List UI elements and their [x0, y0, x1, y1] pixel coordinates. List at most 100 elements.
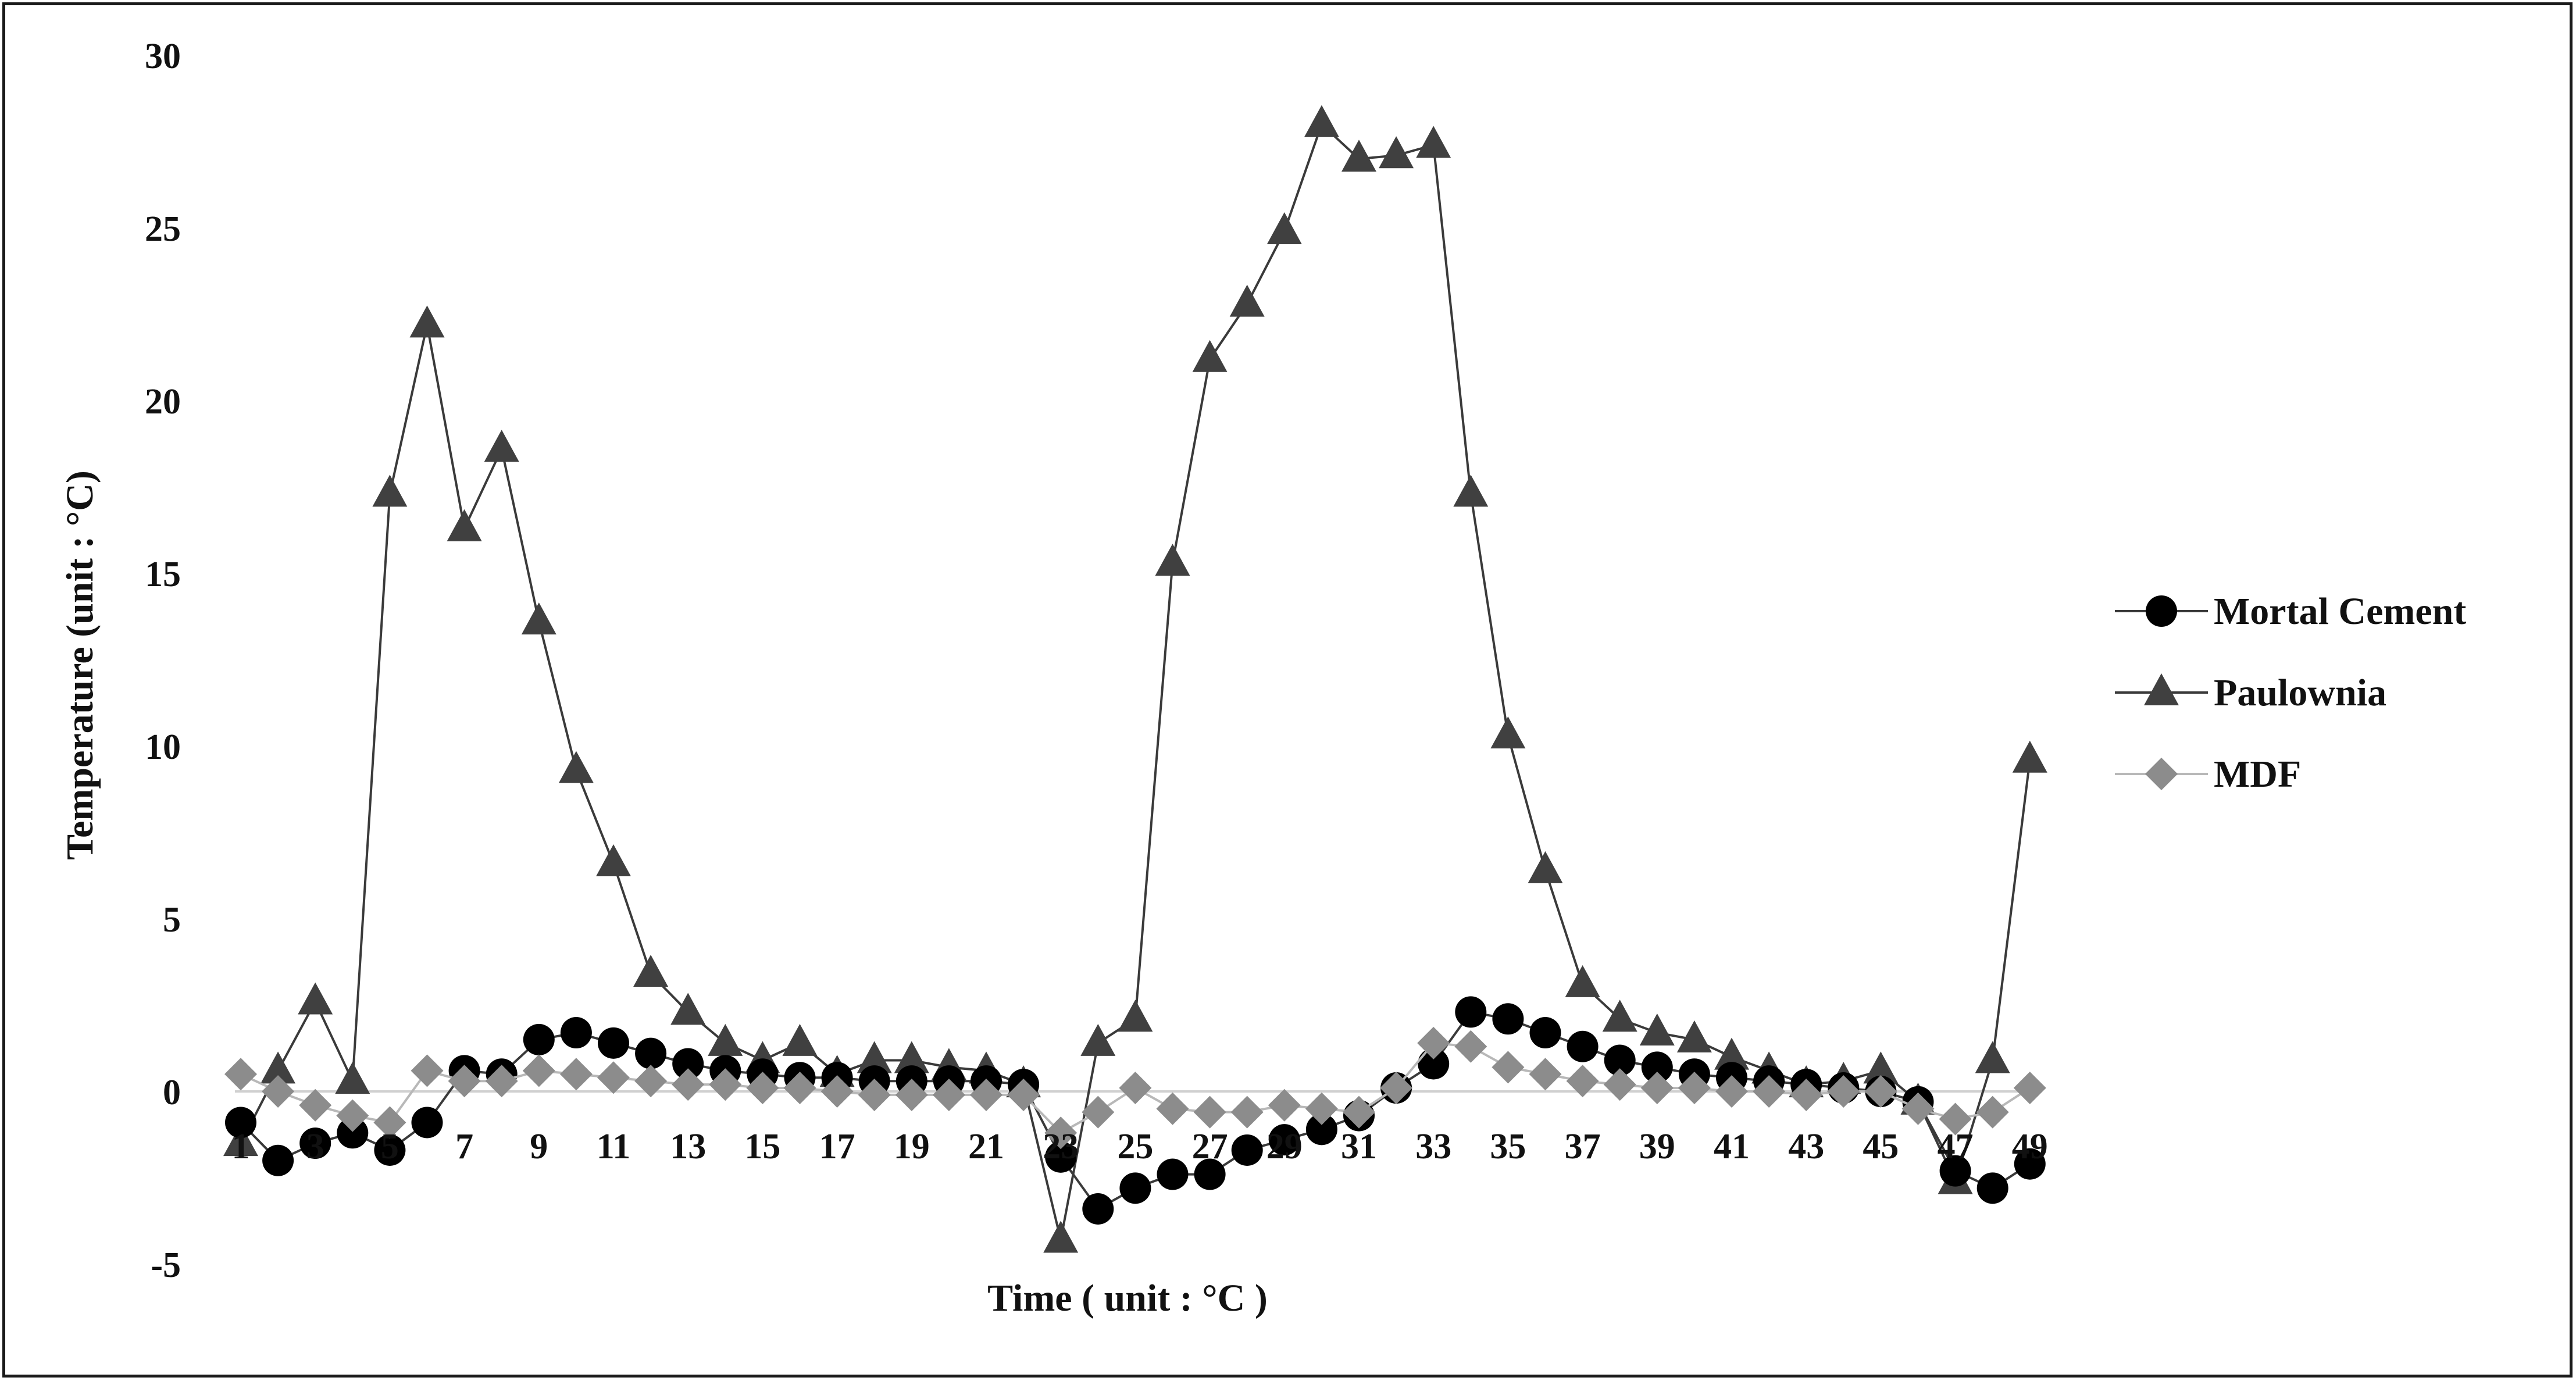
paulownia-point: [1341, 140, 1376, 172]
mdf-point: [746, 1072, 779, 1105]
mdf-point: [1156, 1092, 1189, 1125]
paulownia-point: [1080, 1023, 1116, 1056]
x-tick-label: 21: [968, 1127, 1004, 1166]
x-tick-label: 15: [744, 1127, 780, 1166]
x-tick-label: 1: [232, 1127, 250, 1166]
x-tick-label: 33: [1415, 1127, 1451, 1166]
mortal-cement-point: [411, 1107, 443, 1139]
paulownia-point: [596, 844, 631, 876]
mortal-cement-point: [672, 1048, 704, 1080]
mdf-point: [1901, 1092, 1935, 1125]
mdf-point: [373, 1106, 406, 1139]
mortal-cement-point: [1492, 1003, 1524, 1035]
mdf-point: [1976, 1095, 2009, 1129]
paulownia-point: [1266, 212, 1302, 244]
legend-marker-mdf: [2145, 758, 2178, 790]
mdf-point: [1827, 1075, 1860, 1108]
x-tick-label: 35: [1490, 1127, 1526, 1166]
mortal-cement-point: [1231, 1134, 1263, 1166]
paulownia-point: [1490, 716, 1526, 749]
mdf-point: [1343, 1095, 1375, 1129]
paulownia-point: [670, 993, 706, 1025]
mortal-cement-point: [299, 1127, 331, 1159]
paulownia-point: [1304, 105, 1339, 137]
mortal-cement-point: [374, 1134, 406, 1166]
mortal-cement-point: [1529, 1017, 1561, 1049]
mortal-cement-point: [598, 1027, 629, 1059]
mortal-cement-point: [1641, 1051, 1673, 1083]
mdf-point: [709, 1068, 742, 1101]
mdf-point: [1753, 1075, 1786, 1108]
mortal-cement-point: [1939, 1155, 1971, 1187]
paulownia-point: [1639, 1014, 1675, 1046]
mortal-cement-point: [560, 1017, 592, 1049]
paulownia-point: [558, 751, 594, 783]
mdf-point: [1492, 1051, 1525, 1084]
mortal-cement-point: [523, 1023, 555, 1055]
mdf-point: [783, 1072, 816, 1105]
paulownia-point: [857, 1041, 892, 1073]
mdf-point: [448, 1065, 481, 1098]
mdf-point: [2013, 1072, 2046, 1105]
mdf-point: [1678, 1072, 1711, 1105]
mdf-point: [1380, 1072, 1413, 1105]
paulownia-point: [521, 602, 556, 635]
x-tick-label: 29: [1266, 1127, 1303, 1166]
mortal-cement-point: [337, 1117, 369, 1149]
mortal-cement-point: [635, 1037, 667, 1069]
mdf-point: [1715, 1075, 1748, 1108]
mortal-cement-point: [1045, 1141, 1077, 1173]
paulownia-point: [1676, 1020, 1712, 1052]
mdf-point: [299, 1089, 332, 1122]
y-axis-label: Temperature (unit : °C): [59, 470, 101, 860]
series-layer: [223, 105, 2047, 1253]
mortal-cement-point: [1604, 1044, 1636, 1076]
mdf-point: [1044, 1116, 1078, 1150]
y-tick-label: 25: [145, 209, 181, 249]
mdf-point: [970, 1078, 1002, 1111]
paulownia-point: [298, 982, 333, 1015]
y-tick-label: 10: [145, 727, 181, 767]
paulownia-point: [1192, 340, 1228, 372]
mortal-cement-point: [1418, 1048, 1450, 1080]
paulownia-point: [1975, 1041, 2010, 1073]
mortal-cement-point: [225, 1107, 256, 1139]
mdf-point: [1305, 1092, 1338, 1125]
x-tick-label: 41: [1714, 1127, 1750, 1166]
x-tick-label: 31: [1341, 1127, 1377, 1166]
x-tick-label: 17: [819, 1127, 855, 1166]
mdf-point: [262, 1075, 295, 1108]
mortal-cement-point: [1305, 1114, 1337, 1146]
mdf-point: [895, 1078, 928, 1111]
paulownia-point: [894, 1041, 929, 1073]
legend-label-mortal-cement: Mortal Cement: [2214, 590, 2466, 633]
paulownia-point: [1043, 1221, 1079, 1253]
mortal-cement-point: [1157, 1158, 1189, 1190]
mdf-point: [1603, 1068, 1636, 1101]
x-tick-label: 39: [1639, 1127, 1675, 1166]
paulownia-point: [1565, 965, 1600, 997]
x-tick-label: 47: [1938, 1127, 1974, 1166]
legend: Mortal Cement Paulownia MDF: [2115, 590, 2466, 795]
paulownia-point: [372, 474, 408, 507]
x-tick-label: 43: [1788, 1127, 1824, 1166]
y-tick-label: -5: [151, 1246, 181, 1285]
mdf-point: [1454, 1030, 1487, 1063]
mdf-point: [1119, 1072, 1152, 1105]
paulownia-point: [223, 1124, 258, 1157]
paulownia-point: [2012, 740, 2047, 773]
mdf-point: [559, 1058, 593, 1091]
mdf-point: [224, 1058, 257, 1091]
mortal-cement-point: [1455, 996, 1487, 1028]
mdf-point: [1566, 1065, 1599, 1098]
series-mdf: [224, 1026, 2046, 1150]
legend-label-mdf: MDF: [2214, 753, 2301, 795]
paulownia-point: [261, 1051, 296, 1084]
mdf-point: [932, 1078, 965, 1111]
mdf-point: [1640, 1072, 1674, 1105]
x-tick-label: 27: [1192, 1127, 1228, 1166]
mdf-point: [1939, 1102, 1972, 1136]
paulownia-point: [1453, 474, 1489, 507]
